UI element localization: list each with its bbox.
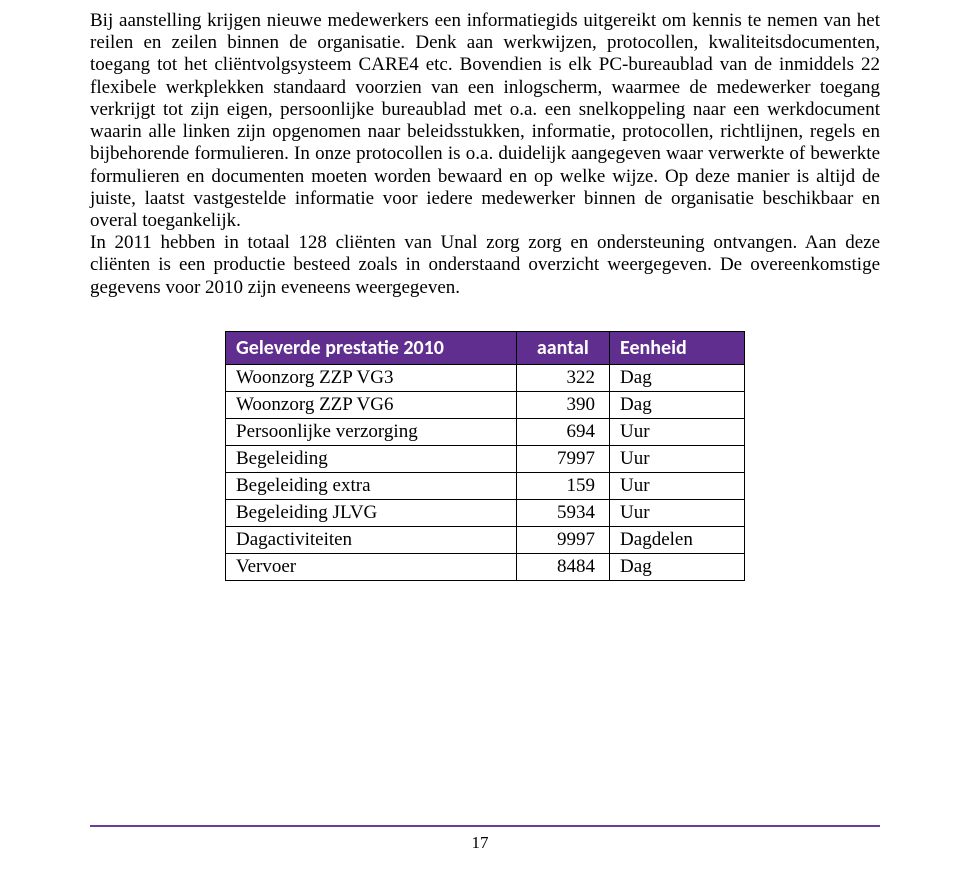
paragraph-1: Bij aanstelling krijgen nieuwe medewerke… (90, 10, 880, 232)
table-row: Begeleiding extra 159 Uur (226, 472, 745, 499)
cell-label: Begeleiding (226, 445, 517, 472)
cell-aantal: 694 (516, 418, 609, 445)
paragraph-2: In 2011 hebben in totaal 128 cliënten va… (90, 232, 880, 299)
cell-eenheid: Uur (610, 499, 745, 526)
cell-eenheid: Uur (610, 445, 745, 472)
cell-label: Woonzorg ZZP VG6 (226, 391, 517, 418)
table-row: Persoonlijke verzorging 694 Uur (226, 418, 745, 445)
th-aantal: aantal (516, 331, 609, 364)
cell-aantal: 9997 (516, 526, 609, 553)
cell-aantal: 390 (516, 391, 609, 418)
cell-label: Begeleiding JLVG (226, 499, 517, 526)
prestatie-table-wrap: Geleverde prestatie 2010 aantal Eenheid … (225, 331, 745, 581)
cell-eenheid: Uur (610, 472, 745, 499)
cell-eenheid: Dag (610, 553, 745, 580)
cell-eenheid: Dag (610, 364, 745, 391)
page: Bij aanstelling krijgen nieuwe medewerke… (0, 0, 960, 871)
cell-aantal: 5934 (516, 499, 609, 526)
page-number: 17 (0, 833, 960, 853)
cell-aantal: 322 (516, 364, 609, 391)
table-header-row: Geleverde prestatie 2010 aantal Eenheid (226, 331, 745, 364)
cell-eenheid: Dag (610, 391, 745, 418)
cell-aantal: 7997 (516, 445, 609, 472)
cell-eenheid: Uur (610, 418, 745, 445)
cell-aantal: 8484 (516, 553, 609, 580)
table-row: Woonzorg ZZP VG3 322 Dag (226, 364, 745, 391)
footer-divider (90, 825, 880, 827)
th-eenheid: Eenheid (610, 331, 745, 364)
cell-eenheid: Dagdelen (610, 526, 745, 553)
table-row: Begeleiding JLVG 5934 Uur (226, 499, 745, 526)
prestatie-table: Geleverde prestatie 2010 aantal Eenheid … (225, 331, 745, 581)
table-row: Vervoer 8484 Dag (226, 553, 745, 580)
cell-label: Dagactiviteiten (226, 526, 517, 553)
cell-label: Persoonlijke verzorging (226, 418, 517, 445)
table-row: Dagactiviteiten 9997 Dagdelen (226, 526, 745, 553)
cell-label: Begeleiding extra (226, 472, 517, 499)
cell-label: Woonzorg ZZP VG3 (226, 364, 517, 391)
cell-label: Vervoer (226, 553, 517, 580)
table-row: Begeleiding 7997 Uur (226, 445, 745, 472)
table-row: Woonzorg ZZP VG6 390 Dag (226, 391, 745, 418)
cell-aantal: 159 (516, 472, 609, 499)
th-prestatie: Geleverde prestatie 2010 (226, 331, 517, 364)
